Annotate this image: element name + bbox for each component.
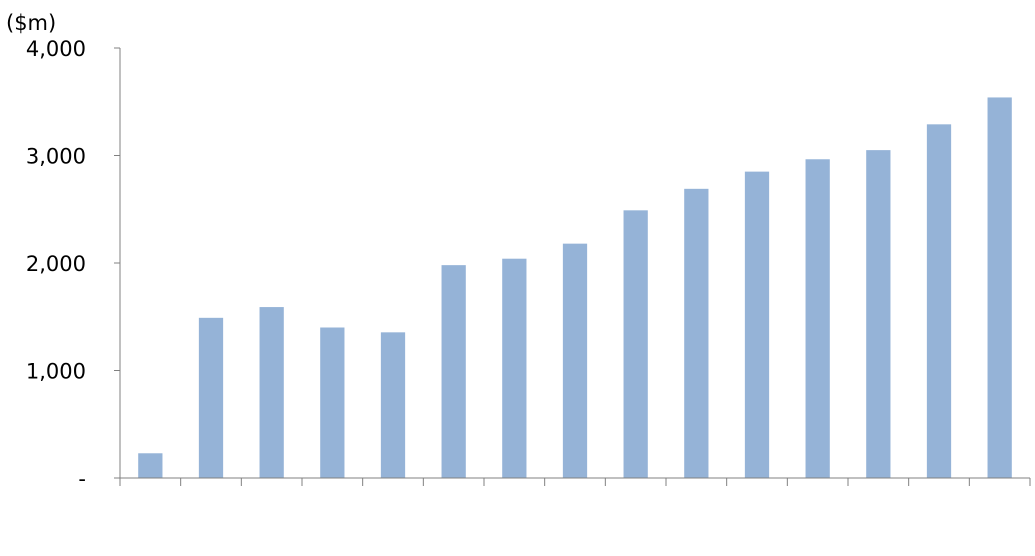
y-tick-label: 1,000 [26,360,86,384]
bar [502,258,527,478]
bar [623,210,648,478]
bar [562,243,588,478]
bar [684,188,709,478]
bar [380,332,406,478]
bar [866,150,891,478]
bar [987,97,1012,478]
bar [805,159,830,478]
y-tick-label: 2,000 [26,252,86,276]
bar [320,327,345,478]
y-axis: - 1,000 2,000 3,000 4,000 [26,37,121,491]
y-axis-unit-label: ($m) [6,11,56,35]
bar [441,265,466,478]
y-tick-label: - [78,467,86,491]
bar [198,317,224,478]
bars [138,97,1012,478]
y-tick-label: 3,000 [26,145,86,169]
bar [744,171,770,478]
y-tick-label: 4,000 [26,37,86,61]
bar [926,124,952,478]
x-axis [119,477,1031,486]
bar [138,453,163,478]
bar [259,307,284,478]
